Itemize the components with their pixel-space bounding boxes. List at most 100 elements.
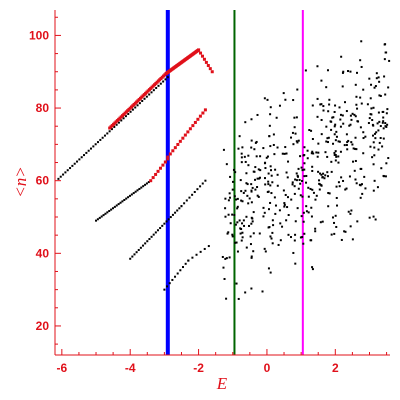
data-point — [250, 139, 253, 142]
data-point — [305, 181, 308, 184]
data-point — [224, 207, 227, 210]
data-point — [328, 98, 331, 101]
data-point — [303, 232, 306, 235]
data-point — [342, 179, 345, 182]
data-point — [317, 142, 320, 145]
data-point — [184, 262, 187, 265]
data-point — [321, 220, 324, 223]
data-point — [274, 204, 277, 207]
data-point — [294, 132, 297, 135]
data-point — [240, 239, 243, 242]
data-point — [349, 114, 352, 117]
data-point — [264, 183, 267, 186]
data-point — [150, 235, 153, 238]
data-point — [259, 155, 262, 158]
data-point — [274, 168, 277, 171]
data-point — [356, 120, 359, 123]
data-point — [380, 167, 383, 170]
data-point — [284, 193, 287, 196]
data-point — [226, 232, 229, 235]
data-point — [152, 89, 155, 92]
data-point — [245, 182, 248, 185]
data-point — [78, 158, 81, 161]
data-point — [198, 114, 202, 118]
data-point — [136, 189, 139, 192]
data-point — [129, 257, 132, 260]
data-point — [311, 268, 314, 271]
data-point — [268, 226, 271, 229]
data-point — [300, 166, 303, 169]
data-point — [110, 128, 113, 131]
data-point — [193, 120, 197, 124]
data-point — [271, 231, 274, 234]
data-point — [377, 148, 380, 151]
data-point — [337, 155, 340, 158]
data-point — [310, 129, 313, 132]
data-point — [305, 205, 308, 208]
data-point — [108, 130, 111, 133]
data-point — [66, 169, 69, 172]
data-point — [136, 104, 139, 107]
data-point — [273, 153, 276, 156]
data-point — [314, 198, 317, 201]
data-point — [203, 247, 206, 250]
data-point — [327, 110, 330, 113]
data-point — [155, 87, 158, 90]
data-point — [355, 182, 358, 185]
data-point — [95, 219, 98, 222]
data-point — [374, 137, 377, 140]
data-point — [299, 155, 302, 158]
data-point — [337, 161, 340, 164]
data-point — [142, 244, 145, 247]
data-point — [161, 163, 165, 167]
data-point — [250, 222, 253, 225]
data-point — [343, 144, 346, 147]
data-point — [248, 197, 251, 200]
data-point — [359, 126, 362, 129]
data-point — [302, 211, 305, 214]
data-point — [375, 77, 378, 80]
data-point — [327, 141, 330, 144]
data-point — [257, 168, 260, 171]
data-point — [319, 103, 322, 106]
data-point — [316, 115, 319, 118]
data-point — [384, 51, 387, 54]
data-point — [272, 133, 275, 136]
data-point — [159, 227, 162, 230]
data-point — [176, 209, 179, 212]
data-point — [325, 140, 328, 143]
data-point — [356, 107, 359, 110]
data-point — [355, 95, 358, 98]
data-point — [266, 191, 269, 194]
data-point — [178, 139, 182, 143]
data-point — [231, 188, 234, 191]
data-point — [204, 179, 207, 182]
data-point — [384, 175, 387, 178]
data-points — [57, 40, 391, 300]
data-point — [165, 220, 168, 223]
data-point — [349, 225, 352, 228]
data-point — [322, 109, 325, 112]
data-point — [229, 175, 232, 178]
data-point — [163, 222, 166, 225]
data-point — [176, 272, 179, 275]
data-point — [293, 185, 296, 188]
data-point — [90, 147, 93, 150]
data-point — [113, 205, 116, 208]
data-point — [294, 233, 297, 236]
data-point — [372, 215, 375, 218]
data-point — [315, 151, 318, 154]
data-point — [203, 108, 207, 112]
data-point — [269, 235, 272, 238]
data-point — [148, 93, 151, 96]
data-point — [372, 163, 375, 166]
data-point — [299, 194, 302, 197]
data-point — [178, 207, 181, 210]
data-point — [329, 120, 332, 123]
data-point — [286, 196, 289, 199]
data-point — [127, 112, 130, 115]
data-point — [307, 211, 310, 214]
data-point — [254, 166, 257, 169]
data-point — [267, 183, 270, 186]
data-point — [159, 82, 162, 85]
